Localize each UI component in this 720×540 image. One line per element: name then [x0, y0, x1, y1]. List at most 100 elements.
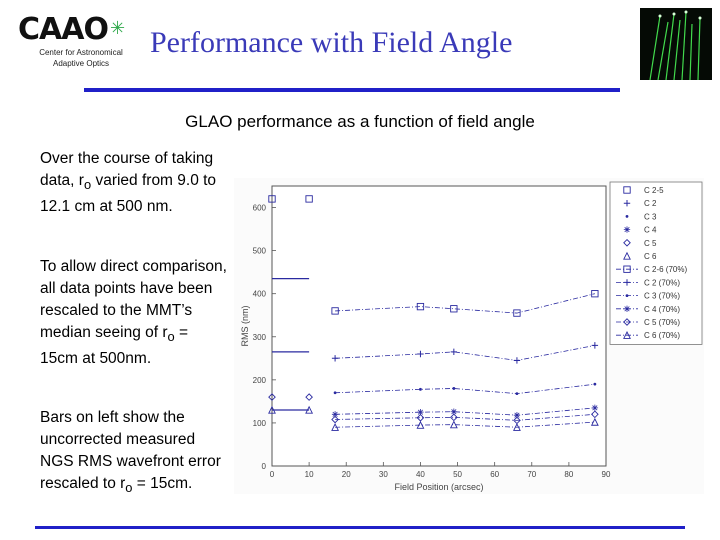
series-line	[335, 413, 595, 421]
x-axis-label: Field Position (arcsec)	[394, 482, 483, 492]
data-point	[591, 290, 599, 298]
legend-label: C 4	[644, 226, 657, 235]
data-point	[515, 392, 519, 396]
paragraph-bars-text-2: = 15cm.	[132, 475, 193, 492]
data-point	[513, 411, 521, 419]
legend-marker	[625, 294, 629, 297]
legend-label: C 6	[644, 252, 657, 261]
legend-marker	[623, 305, 631, 312]
legend-marker	[623, 265, 631, 273]
x-tick-label: 70	[527, 470, 536, 479]
y-tick-label: 0	[262, 462, 267, 471]
x-tick-label: 40	[416, 470, 425, 479]
legend-marker	[623, 318, 631, 326]
paragraph-rescale: To allow direct comparison, all data poi…	[40, 256, 230, 370]
footer-rule	[35, 526, 685, 529]
legend-marker	[623, 226, 631, 233]
paragraph-bars-text: Bars on left show the uncorrected measur…	[40, 409, 221, 492]
x-tick-label: 20	[342, 470, 351, 479]
data-point	[331, 307, 339, 315]
data-point	[513, 309, 521, 317]
fiber-optics-photo	[640, 8, 712, 80]
legend-label: C 2	[644, 199, 657, 208]
page-title: Performance with Field Angle	[150, 26, 513, 59]
data-point	[450, 305, 458, 313]
paragraph-seeing: Over the course of taking data, ro varie…	[40, 148, 230, 218]
data-point	[416, 420, 425, 429]
legend-label: C 5 (70%)	[644, 318, 680, 327]
legend-marker	[623, 200, 631, 207]
star-icon: ✳	[110, 18, 126, 38]
chart-svg: 0 100 200 300 400 500 600 0 10 20 30 40 50 60 70 80 90 Fi…	[234, 178, 704, 494]
data-point	[268, 195, 276, 203]
legend-marker	[623, 330, 631, 339]
y-tick-label: 100	[253, 419, 267, 428]
legend-marker	[623, 186, 631, 194]
legend-marker	[625, 215, 629, 218]
subtitle: GLAO performance as a function of field …	[185, 112, 535, 131]
data-point	[268, 405, 276, 414]
legend-label: C 3	[644, 212, 657, 221]
x-tick-label: 80	[564, 470, 573, 479]
data-point	[419, 387, 422, 391]
y-tick-label: 300	[253, 333, 267, 342]
legend-label: C 4 (70%)	[644, 305, 680, 314]
data-point	[416, 302, 425, 311]
series-line	[335, 421, 595, 428]
legend-marker	[623, 251, 631, 260]
y-tick-label: 200	[253, 376, 267, 385]
data-point	[305, 195, 313, 203]
logo-line-2: Adaptive Optics	[52, 59, 110, 68]
legend-label: C 2-6 (70%)	[644, 265, 687, 274]
data-point	[331, 423, 340, 431]
y-tick-label: 600	[253, 204, 267, 213]
paragraph-rescale-text: To allow direct comparison, all data poi…	[40, 258, 227, 341]
legend-label: C 5	[644, 239, 657, 248]
legend-box	[609, 181, 703, 345]
y-tick-label: 500	[253, 247, 267, 256]
x-tick-label: 60	[490, 470, 499, 479]
legend-marker	[623, 238, 631, 247]
x-tick-label: 30	[379, 470, 388, 479]
data-point	[591, 404, 599, 412]
paragraph-bars-sub: o	[125, 480, 133, 496]
paragraph-seeing-sub: o	[83, 177, 92, 193]
data-point	[513, 357, 521, 364]
paragraph-seeing-text: Over the course of taking data, r	[40, 150, 214, 189]
legend-label: C 2-5	[644, 186, 664, 195]
data-point	[591, 342, 599, 349]
data-point	[305, 405, 314, 414]
data-point	[452, 387, 456, 390]
legend-label: C 6 (70%)	[644, 331, 680, 340]
data-point	[450, 408, 458, 415]
logo-line-1: Center for Astronomical	[39, 48, 123, 57]
plot-area	[271, 185, 607, 467]
x-tick-label: 0	[270, 470, 275, 479]
data-point	[268, 393, 276, 401]
legend-label: C 2 (70%)	[644, 278, 680, 287]
y-axis-label: RMS (nm)	[240, 306, 250, 347]
x-tick-label: 90	[602, 470, 611, 479]
data-point	[331, 415, 339, 424]
data-point	[417, 350, 424, 358]
y-tick-label: 400	[253, 290, 267, 299]
paragraph-rescale-text-2: = 15cm at 500nm.	[40, 324, 189, 368]
data-point	[449, 420, 458, 429]
data-point	[450, 348, 458, 356]
paragraph-bars: Bars on left show the uncorrected measur…	[40, 407, 230, 499]
x-tick-label: 10	[305, 470, 314, 479]
caao-logo: CAAO ✳ Center for Astronomical Adaptive …	[14, 12, 134, 72]
paragraph-rescale-sub: o	[167, 329, 175, 345]
data-point	[331, 411, 339, 418]
legend-marker	[623, 279, 631, 286]
paragraph-seeing-text-2: varied from 9.0 to 12.1 cm at 500 nm.	[40, 172, 217, 216]
data-point	[593, 382, 597, 386]
legend-label: C 3 (70%)	[644, 292, 680, 301]
data-point	[305, 393, 313, 401]
data-point	[417, 408, 424, 416]
data-point	[333, 391, 337, 395]
x-tick-label: 50	[453, 470, 462, 479]
header-rule	[84, 88, 620, 92]
data-point	[331, 355, 339, 362]
data-point	[591, 410, 599, 419]
